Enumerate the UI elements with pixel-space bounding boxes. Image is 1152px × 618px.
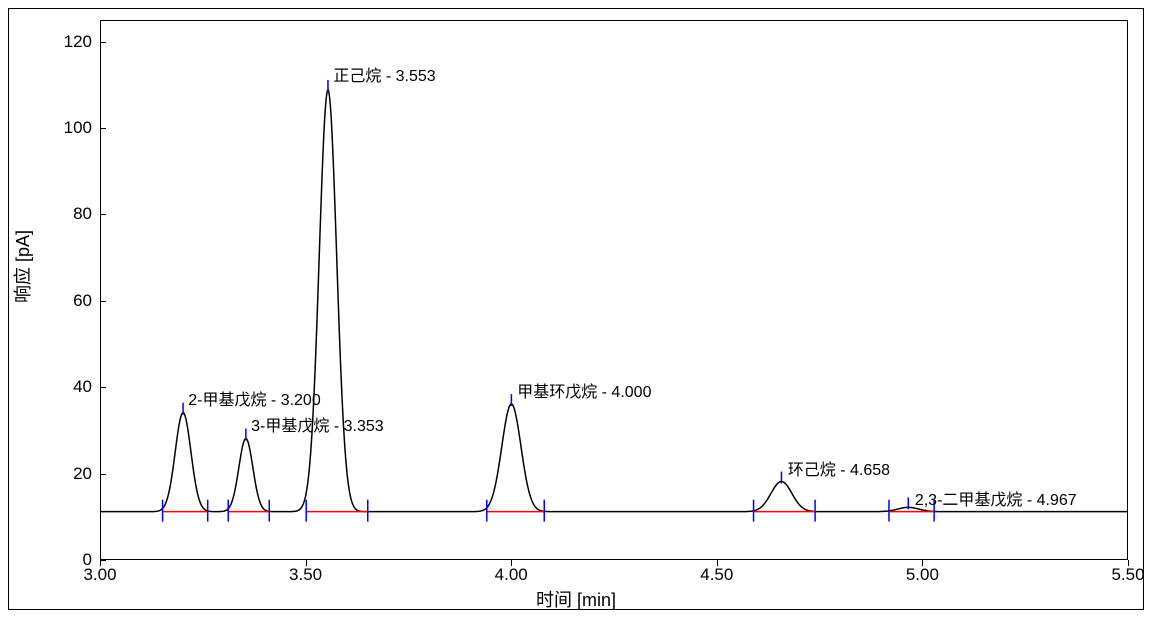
y-tick-mark [100, 301, 106, 302]
chromatogram-trace [101, 90, 1127, 512]
peak-label: 2-甲基戊烷 - 3.200 [188, 386, 321, 410]
y-tick-label: 60 [73, 291, 92, 311]
peak-rt: - 4.658 [836, 462, 890, 479]
peak-rt: - 3.553 [381, 68, 435, 85]
y-axis-label: 响应 [pA] [9, 230, 35, 303]
x-tick-mark [717, 560, 718, 566]
x-tick-mark [306, 560, 307, 566]
x-tick-label: 4.00 [495, 565, 528, 585]
peak-name: 正己烷 [333, 68, 381, 85]
peak-label: 环己烷 - 4.658 [788, 456, 890, 480]
peak-label: 正己烷 - 3.553 [333, 62, 435, 86]
x-tick-label: 3.50 [289, 565, 322, 585]
chromatogram-svg [101, 21, 1127, 559]
x-tick-label: 5.00 [906, 565, 939, 585]
peak-name: 2-甲基戊烷 [188, 392, 266, 409]
y-tick-mark [100, 42, 106, 43]
y-tick-label: 80 [73, 204, 92, 224]
y-tick-mark [100, 474, 106, 475]
y-tick-label: 100 [64, 118, 92, 138]
x-axis-label: 时间 [min] [536, 586, 616, 612]
x-tick-label: 5.50 [1111, 565, 1144, 585]
peak-name: 3-甲基戊烷 [251, 418, 329, 435]
peak-rt: - 4.000 [597, 384, 651, 401]
y-tick-label: 120 [64, 32, 92, 52]
y-tick-mark [100, 128, 106, 129]
peak-name: 2,3-二甲基戊烷 [915, 492, 1023, 509]
y-tick-mark [100, 214, 106, 215]
peak-label: 3-甲基戊烷 - 3.353 [251, 412, 384, 436]
peak-rt: - 3.200 [266, 392, 320, 409]
peak-name: 环己烷 [788, 462, 836, 479]
peak-rt: - 4.967 [1022, 492, 1076, 509]
x-tick-mark [100, 560, 101, 566]
peak-name: 甲基环戊烷 [517, 384, 597, 401]
x-tick-label: 3.00 [83, 565, 116, 585]
peak-rt: - 3.353 [329, 418, 383, 435]
y-tick-label: 20 [73, 464, 92, 484]
x-tick-label: 4.50 [700, 565, 733, 585]
x-tick-mark [1128, 560, 1129, 566]
y-tick-label: 40 [73, 377, 92, 397]
y-tick-mark [100, 387, 106, 388]
peak-label: 2,3-二甲基戊烷 - 4.967 [915, 486, 1077, 510]
plot-area [100, 20, 1128, 560]
x-tick-mark [511, 560, 512, 566]
x-tick-mark [922, 560, 923, 566]
peak-label: 甲基环戊烷 - 4.000 [517, 378, 651, 402]
